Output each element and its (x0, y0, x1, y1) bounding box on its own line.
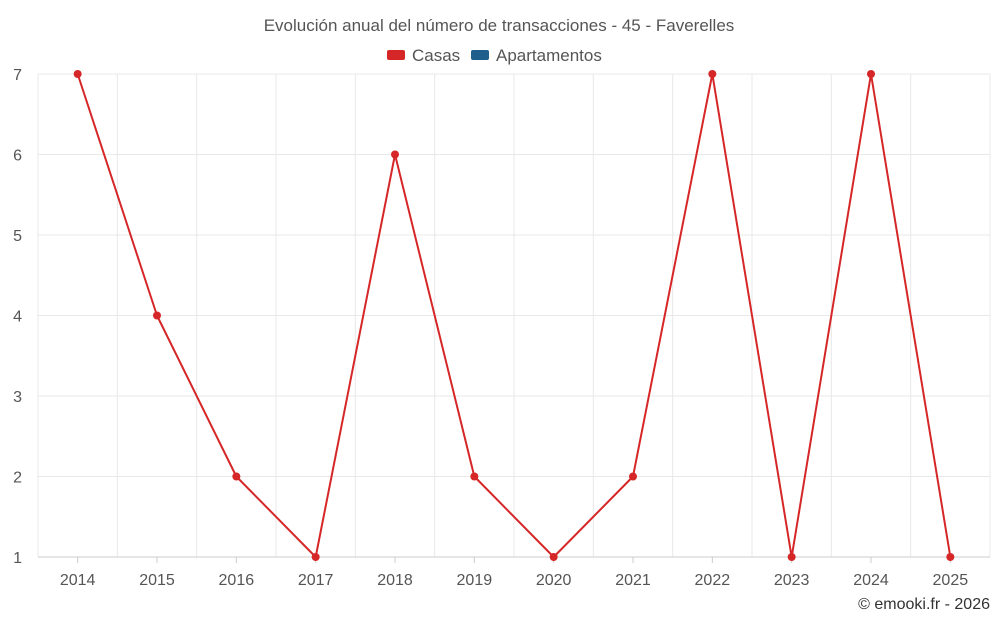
x-tick-label: 2019 (457, 572, 493, 589)
data-point[interactable] (311, 553, 320, 561)
x-tick-label: 2025 (933, 572, 969, 589)
series-line (76, 73, 952, 558)
series-casas (73, 70, 955, 561)
y-tick-label: 4 (13, 309, 22, 326)
credit-text: © emooki.fr - 2026 (858, 596, 990, 613)
legend-swatch-casas (387, 50, 405, 60)
x-tick-label: 2020 (536, 572, 572, 589)
x-tick-label: 2023 (774, 572, 810, 589)
y-tick-label: 2 (13, 470, 22, 487)
legend-item-apartamentos[interactable]: Apartamentos (471, 46, 602, 65)
chart-title: Evolución anual del número de transaccio… (264, 16, 735, 35)
legend-label-casas: Casas (412, 46, 460, 65)
y-tick-label: 5 (13, 228, 22, 245)
data-point[interactable] (153, 311, 161, 320)
grid (37, 73, 991, 558)
axes: 1 2 3 4 5 6 7 2014 2015 2016 2017 2018 2019 2020 2021 2… (13, 67, 990, 589)
data-point[interactable] (867, 70, 875, 78)
data-point[interactable] (232, 472, 241, 481)
y-tick-label: 1 (13, 550, 22, 567)
data-point[interactable] (946, 553, 955, 561)
data-point[interactable] (391, 150, 399, 159)
y-tick-label: 6 (13, 148, 22, 165)
data-point[interactable] (787, 553, 796, 561)
x-tick-label: 2014 (60, 572, 96, 589)
x-tick-label: 2021 (615, 572, 651, 589)
y-tick-label: 3 (13, 389, 22, 406)
x-tick-label: 2015 (139, 572, 175, 589)
data-point[interactable] (73, 70, 82, 78)
x-tick-label: 2016 (219, 572, 255, 589)
x-tick-label: 2022 (695, 572, 731, 589)
data-point[interactable] (708, 70, 717, 78)
legend-swatch-apartamentos (471, 50, 489, 60)
x-tick-label: 2024 (853, 572, 889, 589)
x-tick-label: 2017 (298, 572, 334, 589)
legend: Casas Apartamentos (387, 46, 602, 65)
data-point[interactable] (549, 553, 558, 561)
data-point[interactable] (629, 472, 637, 481)
x-tick-label: 2018 (377, 572, 413, 589)
legend-item-casas[interactable]: Casas (387, 46, 460, 65)
y-tick-label: 7 (13, 67, 22, 84)
legend-label-apartamentos: Apartamentos (496, 46, 602, 65)
data-point[interactable] (470, 472, 479, 481)
